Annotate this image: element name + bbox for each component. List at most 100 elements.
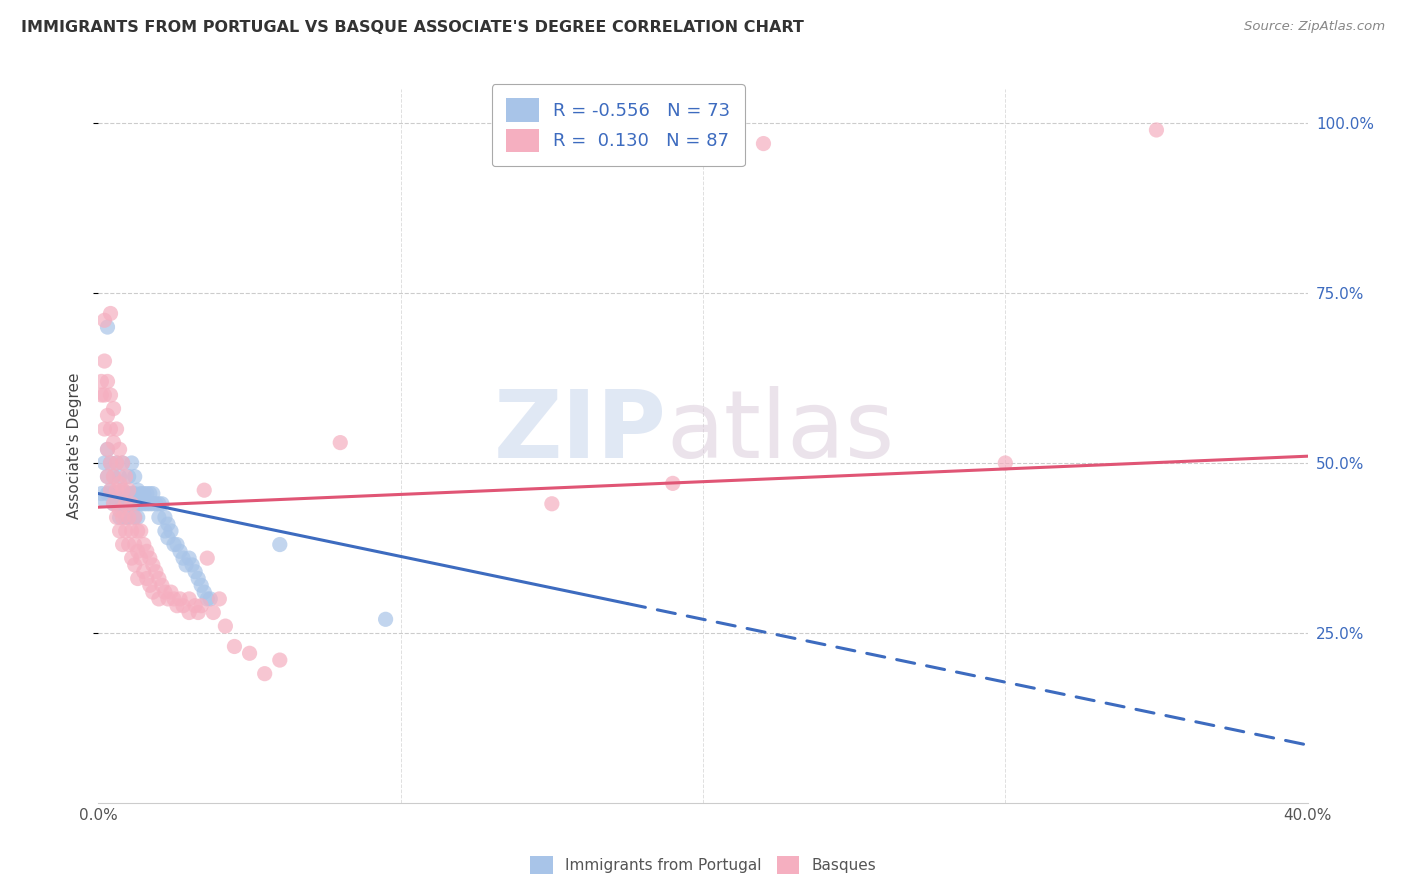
- Point: [253, 666, 276, 681]
- Point: [1144, 123, 1167, 137]
- Point: [153, 524, 176, 538]
- Point: [93, 313, 115, 327]
- Point: [96, 320, 118, 334]
- Point: [200, 591, 222, 606]
- Point: [135, 572, 157, 586]
- Point: [142, 585, 165, 599]
- Point: [103, 497, 125, 511]
- Point: [540, 497, 562, 511]
- Point: [127, 483, 149, 498]
- Point: [129, 497, 152, 511]
- Text: Source: ZipAtlas.com: Source: ZipAtlas.com: [1244, 20, 1385, 33]
- Point: [111, 483, 134, 498]
- Point: [103, 469, 125, 483]
- Point: [108, 497, 131, 511]
- Point: [96, 486, 118, 500]
- Point: [96, 442, 118, 457]
- Point: [187, 606, 209, 620]
- Point: [93, 422, 115, 436]
- Point: [202, 606, 225, 620]
- Point: [108, 510, 131, 524]
- Point: [132, 486, 155, 500]
- Point: [114, 497, 136, 511]
- Point: [208, 591, 231, 606]
- Point: [114, 524, 136, 538]
- Point: [100, 422, 122, 436]
- Point: [124, 486, 146, 500]
- Point: [96, 409, 118, 423]
- Point: [239, 646, 262, 660]
- Point: [105, 456, 128, 470]
- Point: [111, 510, 134, 524]
- Point: [166, 599, 188, 613]
- Point: [118, 469, 141, 483]
- Point: [174, 558, 197, 572]
- Point: [129, 551, 152, 566]
- Point: [108, 469, 131, 483]
- Point: [103, 497, 125, 511]
- Point: [111, 497, 134, 511]
- Point: [127, 524, 149, 538]
- Point: [172, 599, 194, 613]
- Point: [114, 510, 136, 524]
- Point: [163, 537, 186, 551]
- Point: [224, 640, 246, 654]
- Text: IMMIGRANTS FROM PORTUGAL VS BASQUE ASSOCIATE'S DEGREE CORRELATION CHART: IMMIGRANTS FROM PORTUGAL VS BASQUE ASSOC…: [21, 20, 804, 35]
- Point: [108, 476, 131, 491]
- Point: [187, 572, 209, 586]
- Point: [150, 578, 173, 592]
- Point: [108, 486, 131, 500]
- Point: [100, 483, 122, 498]
- Point: [139, 551, 162, 566]
- Point: [169, 591, 191, 606]
- Point: [103, 469, 125, 483]
- Point: [103, 401, 125, 416]
- Point: [111, 483, 134, 498]
- Point: [108, 503, 131, 517]
- Point: [181, 558, 204, 572]
- Point: [184, 565, 207, 579]
- Point: [121, 497, 143, 511]
- Point: [139, 578, 162, 592]
- Point: [127, 510, 149, 524]
- Point: [190, 599, 212, 613]
- Point: [142, 497, 165, 511]
- Point: [195, 591, 218, 606]
- Point: [105, 456, 128, 470]
- Point: [156, 517, 179, 532]
- Point: [166, 537, 188, 551]
- Point: [111, 537, 134, 551]
- Point: [139, 497, 162, 511]
- Point: [195, 551, 218, 566]
- Point: [148, 497, 170, 511]
- Point: [374, 612, 396, 626]
- Point: [145, 497, 167, 511]
- Point: [156, 531, 179, 545]
- Point: [124, 510, 146, 524]
- Point: [179, 606, 201, 620]
- Point: [96, 442, 118, 457]
- Point: [190, 578, 212, 592]
- Point: [103, 486, 125, 500]
- Point: [661, 476, 683, 491]
- Point: [90, 486, 112, 500]
- Point: [752, 136, 775, 151]
- Point: [129, 524, 152, 538]
- Point: [118, 486, 141, 500]
- Point: [93, 493, 115, 508]
- Point: [269, 653, 291, 667]
- Point: [114, 497, 136, 511]
- Point: [139, 486, 162, 500]
- Point: [100, 388, 122, 402]
- Point: [93, 456, 115, 470]
- Point: [214, 619, 236, 633]
- Point: [160, 524, 183, 538]
- Point: [193, 585, 215, 599]
- Text: ZIP: ZIP: [494, 385, 666, 478]
- Point: [108, 442, 131, 457]
- Point: [100, 456, 122, 470]
- Point: [129, 486, 152, 500]
- Point: [105, 483, 128, 498]
- Point: [148, 572, 170, 586]
- Point: [100, 483, 122, 498]
